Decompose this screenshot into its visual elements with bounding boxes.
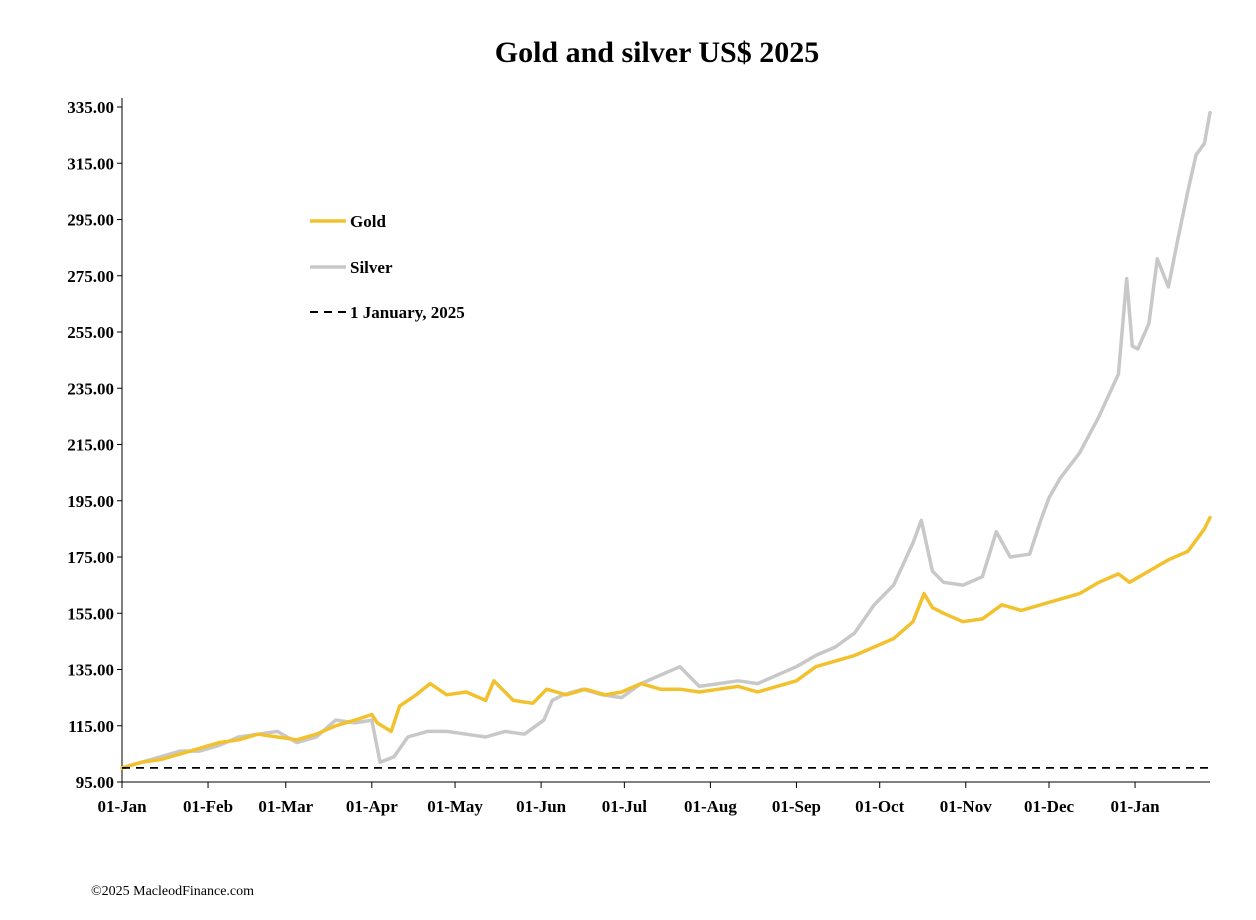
- x-tick-label: 01-Feb: [183, 797, 233, 816]
- y-tick-label: 315.00: [67, 154, 114, 173]
- series-line-gold: [120, 515, 1212, 770]
- legend-item-gold: Gold: [310, 212, 386, 231]
- y-tick-label: 155.00: [67, 604, 114, 623]
- x-tick-label: 01-May: [427, 797, 483, 816]
- y-tick-label: 235.00: [67, 379, 114, 398]
- x-tick-label: 01-Apr: [346, 797, 398, 816]
- y-tick-label: 115.00: [68, 717, 114, 736]
- x-tick-label: 01-Sep: [772, 797, 821, 816]
- x-axis-ticks: 01-Jan 01-Feb 01-Mar 01-Apr 01-May 01-Jun 01-J…: [97, 782, 1160, 816]
- chart-title: Gold and silver US$ 2025: [495, 36, 820, 69]
- x-tick-label: 01-Aug: [684, 797, 737, 816]
- y-tick-label: 135.00: [67, 661, 114, 680]
- legend-item-baseline: 1 January, 2025: [310, 303, 465, 322]
- x-tick-label: 01-Oct: [855, 797, 904, 816]
- legend-item-silver: Silver: [310, 258, 393, 277]
- chart-series: [120, 110, 1212, 770]
- x-tick-label: 01-Nov: [940, 797, 992, 816]
- y-tick-label: 195.00: [67, 492, 114, 511]
- y-axis-ticks: 95.00 115.00 135.00 155.00 175.00 195.00 215.0…: [67, 98, 122, 792]
- y-tick-label: 175.00: [67, 548, 114, 567]
- y-tick-label: 295.00: [67, 211, 114, 230]
- x-tick-label: 01-Jun: [516, 797, 567, 816]
- y-tick-label: 95.00: [76, 773, 114, 792]
- x-tick-label: 01-Mar: [258, 797, 313, 816]
- chart-legend: Gold Silver 1 January, 2025: [310, 212, 465, 322]
- y-tick-label: 255.00: [67, 323, 114, 342]
- x-tick-label: 01-Jan: [1110, 797, 1160, 816]
- y-tick-label: 275.00: [67, 267, 114, 286]
- copyright-footer: ©2025 MacleodFinance.com: [91, 884, 255, 899]
- x-tick-label: 01-Jul: [602, 797, 648, 816]
- x-tick-label: 01-Dec: [1024, 797, 1074, 816]
- y-tick-label: 215.00: [67, 436, 114, 455]
- series-line-silver: [120, 110, 1212, 770]
- y-tick-label: 335.00: [67, 98, 114, 117]
- chart-axes: [121, 98, 1210, 783]
- legend-label: Silver: [350, 258, 393, 277]
- x-tick-label: 01-Jan: [97, 797, 147, 816]
- legend-label: Gold: [350, 212, 386, 231]
- legend-label: 1 January, 2025: [350, 303, 465, 322]
